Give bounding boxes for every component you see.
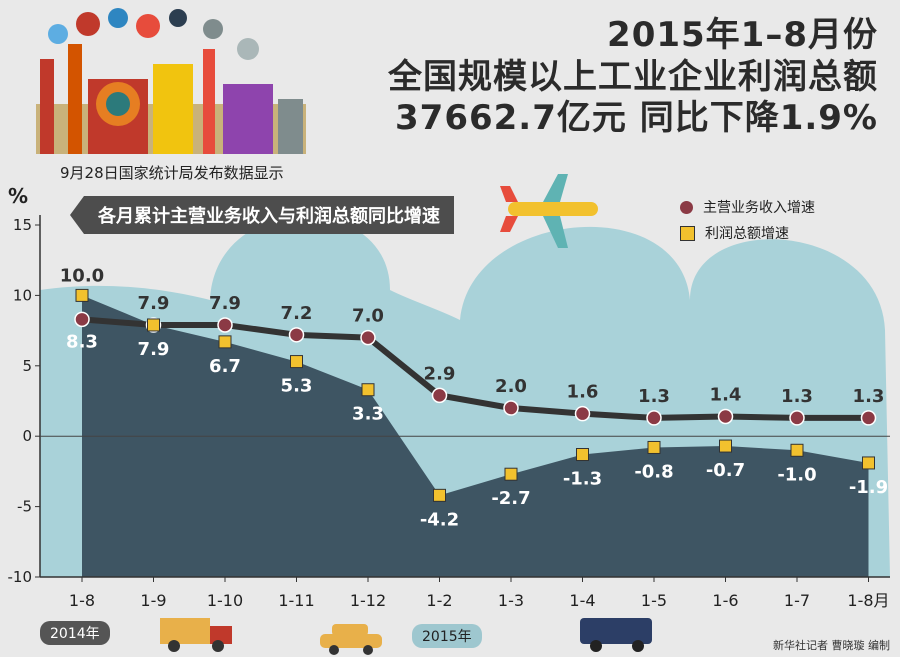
x-tick-label: 1-8月 bbox=[847, 591, 889, 610]
profit-data-label: -0.8 bbox=[634, 461, 673, 482]
profit-data-label: 5.3 bbox=[281, 376, 313, 397]
profit-data-label: -0.7 bbox=[706, 460, 745, 481]
profit-data-label: -1.0 bbox=[777, 464, 816, 485]
x-tick-label: 1-6 bbox=[712, 591, 738, 610]
revenue-point bbox=[574, 405, 591, 422]
revenue-data-label: 7.9 bbox=[138, 293, 170, 314]
y-tick-label: 0 bbox=[22, 427, 32, 445]
revenue-data-label: 1.3 bbox=[853, 386, 885, 407]
revenue-point bbox=[789, 410, 805, 426]
source-note: 9月28日国家统计局发布数据显示 bbox=[60, 164, 284, 182]
revenue-point bbox=[646, 410, 662, 426]
revenue-point bbox=[74, 311, 90, 328]
revenue-point bbox=[360, 329, 376, 346]
x-tick-label: 1-2 bbox=[426, 591, 452, 610]
x-tick-label: 1-4 bbox=[569, 591, 595, 610]
profit-data-label: -2.7 bbox=[491, 488, 530, 509]
y-tick-label: 10 bbox=[13, 286, 32, 304]
revenue-point bbox=[717, 408, 734, 425]
x-tick-label: 1-11 bbox=[278, 591, 314, 610]
revenue-data-label: 1.4 bbox=[710, 384, 742, 405]
revenue-point bbox=[431, 387, 448, 404]
revenue-point bbox=[217, 317, 233, 333]
profit-point bbox=[290, 355, 303, 369]
van-icon bbox=[580, 618, 652, 652]
legend-revenue-label: 主营业务收入增速 bbox=[703, 200, 815, 216]
legend: 主营业务收入增速 利润总额增速 bbox=[680, 194, 815, 246]
airplane-icon bbox=[500, 174, 598, 248]
title-block: 2015年1–8月份 全国规模以上工业企业利润总额 37662.7亿元 同比下降… bbox=[388, 15, 878, 143]
revenue-point bbox=[288, 327, 305, 343]
title-line-3: 37662.7亿元 同比下降1.9% bbox=[395, 98, 878, 139]
x-tick-label: 1-10 bbox=[207, 591, 243, 610]
truck-icon bbox=[160, 618, 232, 652]
year-tag-2014: 2014年 bbox=[40, 621, 110, 645]
profit-point bbox=[218, 335, 232, 349]
revenue-data-label: 2.9 bbox=[424, 363, 456, 384]
profit-point bbox=[433, 488, 446, 502]
revenue-data-label: 7.9 bbox=[209, 293, 241, 314]
revenue-point bbox=[860, 410, 877, 426]
y-tick-label: -10 bbox=[8, 568, 33, 586]
y-tick-label: 15 bbox=[13, 216, 32, 234]
revenue-data-label: 7.0 bbox=[352, 306, 384, 327]
profit-point bbox=[576, 448, 589, 462]
chart-title: 各月累计主营业务收入与利润总额同比增速 bbox=[70, 196, 454, 234]
profit-data-label: 3.3 bbox=[352, 404, 384, 425]
profit-data-label: -1.9 bbox=[849, 477, 888, 498]
title-line-1: 2015年1–8月份 bbox=[607, 15, 878, 55]
car-icon bbox=[320, 624, 382, 655]
profit-point bbox=[361, 383, 375, 397]
revenue-data-label: 1.3 bbox=[638, 386, 670, 407]
profit-point bbox=[790, 443, 804, 457]
legend-profit-label: 利润总额增速 bbox=[705, 226, 789, 242]
x-tick-label: 1-5 bbox=[641, 591, 667, 610]
x-tick-label: 1-12 bbox=[350, 591, 386, 610]
profit-point bbox=[147, 318, 160, 332]
revenue-point bbox=[503, 400, 519, 416]
profit-data-label: 7.9 bbox=[138, 339, 170, 360]
profit-point bbox=[862, 456, 875, 470]
profit-data-label: -4.2 bbox=[420, 509, 459, 530]
profit-point bbox=[647, 440, 661, 454]
revenue-data-label: 7.2 bbox=[281, 303, 313, 324]
legend-revenue-marker bbox=[680, 200, 693, 214]
profit-data-label: 6.7 bbox=[209, 356, 241, 377]
profit-point bbox=[719, 439, 732, 453]
profit-data-label: -1.3 bbox=[563, 469, 602, 490]
legend-item-profit: 利润总额增速 bbox=[680, 220, 815, 246]
x-tick-label: 1-7 bbox=[784, 591, 810, 610]
y-tick-label: -5 bbox=[17, 498, 32, 516]
profit-point bbox=[504, 467, 518, 481]
revenue-data-label: 1.3 bbox=[781, 386, 813, 407]
y-tick-label: 5 bbox=[22, 357, 32, 375]
revenue-line bbox=[81, 316, 869, 421]
year-tag-2015: 2015年 bbox=[412, 624, 482, 648]
x-tick-label: 1-3 bbox=[498, 591, 524, 610]
profit-area bbox=[82, 295, 869, 577]
title-line-2: 全国规模以上工业企业利润总额 bbox=[388, 56, 878, 97]
profit-data-label: 10.0 bbox=[60, 265, 104, 286]
x-tick-label: 1-9 bbox=[140, 591, 166, 610]
legend-profit-marker bbox=[680, 225, 695, 241]
revenue-data-label: 1.6 bbox=[567, 382, 599, 403]
revenue-data-label: 8.3 bbox=[66, 331, 98, 352]
y-unit-label: % bbox=[8, 184, 29, 208]
profit-point bbox=[75, 288, 89, 302]
credit-line: 新华社记者 曹晓璇 编制 bbox=[773, 639, 890, 652]
revenue-data-label: 2.0 bbox=[495, 376, 527, 397]
factory-illustration bbox=[36, 8, 306, 154]
legend-item-revenue: 主营业务收入增速 bbox=[680, 194, 815, 220]
x-tick-label: 1-8 bbox=[69, 591, 95, 610]
